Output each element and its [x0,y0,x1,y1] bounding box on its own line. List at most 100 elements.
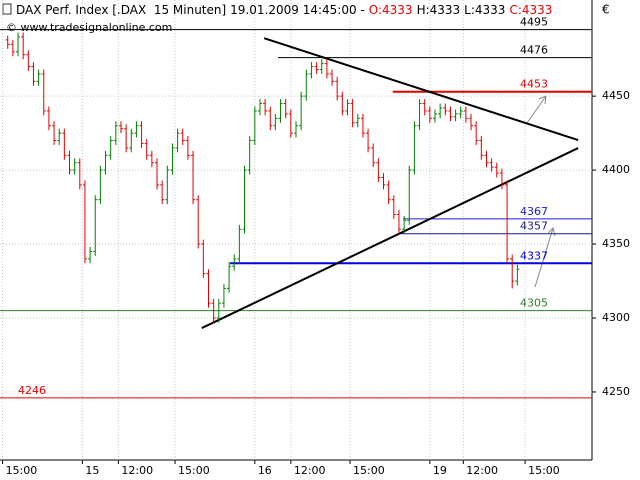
y-tick-label: 4400 [602,163,630,176]
ohlc-bar [448,106,453,122]
ohlc-bar [360,113,365,138]
ohlc-bar [330,69,335,86]
currency: € [602,3,610,17]
y-tick-label: 4300 [602,311,630,324]
ohlc-bar [57,128,62,145]
header: DAX Perf. Index [.DAX 15 Minuten] 19.01.2… [16,3,556,17]
ohlc-bar [345,99,350,116]
level-label: 4476 [520,44,548,57]
x-tick-label: 15:00 [178,464,210,477]
watermark: © www.tradesignalonline.com [6,21,173,34]
ohlc-bar [432,109,437,123]
ohlc-bar [489,158,494,172]
ohlc-bar [10,39,15,57]
ohlc-bar [155,158,160,190]
ohlc-bar [237,224,242,264]
ohlc-bar [263,99,268,116]
ohlc-bar [103,150,108,175]
subtitle: 19.01.2009 14:45:00 - [230,3,365,17]
ohlc-bar [304,69,309,101]
ohlc-bar [144,139,149,160]
trendline [263,37,579,142]
ohlc-bar [113,121,118,145]
x-tick-label: 15:00 [353,464,385,477]
ohlc-bar [340,91,345,116]
ohlc-bar [129,128,134,153]
ohlc-bar [216,298,221,323]
ohlc-bar [458,106,463,119]
ohlc-bar [474,121,479,145]
ohlc-bar [139,121,144,148]
ohlc-bar [201,239,206,279]
ohlc-bar [268,106,273,131]
ohlc-bar [324,59,329,79]
ohlc-bar [232,254,237,271]
plot-area [0,0,592,460]
ohlc-bar [417,99,422,131]
ohlc-bar [319,59,324,74]
ohlc-bar [252,106,257,145]
level-label: 4453 [520,78,548,91]
y-tick-label: 4350 [602,237,630,250]
ohlc-bar [72,158,77,175]
ohlc-bar [355,113,360,128]
arrow [534,227,554,288]
ohlc-bar [299,91,304,131]
x-tick-label: 12:00 [294,464,326,477]
quote: H:4333 [416,3,461,17]
ohlc-bar [31,62,36,86]
ohlc-bar [88,247,93,264]
x-tick-label: 16 [258,464,272,477]
ohlc-bar [463,106,468,123]
level-label: 4495 [520,16,548,29]
ohlc-bar [288,109,293,138]
ohlc-bar [427,106,432,123]
ohlc-bar [16,32,21,57]
ohlc-bar [247,136,252,175]
x-tick-label: 15:00 [528,464,560,477]
ohlc-bar [443,103,448,116]
ohlc-bar [386,180,391,205]
ohlc-bar [278,99,283,123]
ohlc-bar [82,180,87,264]
ohlc-bar [515,264,520,286]
ohlc-bar [505,180,510,264]
level-label: 4357 [520,220,548,233]
ohlc-bar [422,99,427,116]
ohlc-bar [211,298,216,324]
ohlc-bar [314,62,319,74]
ohlc-bar [21,32,26,60]
ohlc-bar [469,113,474,131]
x-tick-label: 15 [85,464,99,477]
ohlc-bar [170,143,175,175]
ohlc-bar [175,128,180,153]
ohlc-bar [165,165,170,205]
ohlc-bar [283,99,288,119]
ohlc-bar [484,150,489,168]
ohlc-bar [185,136,190,160]
ohlc-bar [479,136,484,160]
ohlc-bar [294,121,298,138]
ohlc-bar [149,150,154,168]
x-tick-label: 19 [433,464,447,477]
level-label: 4367 [520,205,548,218]
ohlc-bar [438,103,443,119]
ohlc-bar [46,106,51,131]
ohlc-bar [453,109,458,122]
quote: O:4333 [368,3,413,17]
ohlc-bar [180,128,185,145]
x-tick-label: 12:00 [121,464,153,477]
ohlc-bar [371,143,376,168]
ohlc-bar [118,121,123,134]
ohlc-bar [206,269,211,308]
ohlc-bar [98,165,103,205]
ohlc-bar [36,69,41,86]
ohlc-bar [242,165,247,234]
ohlc-bar [124,124,129,153]
x-tick-label: 12:00 [466,464,498,477]
ohlc-bar [67,150,72,175]
ohlc-bar [191,150,196,205]
title: DAX Perf. Index [.DAX 15 Minuten] [16,3,227,17]
